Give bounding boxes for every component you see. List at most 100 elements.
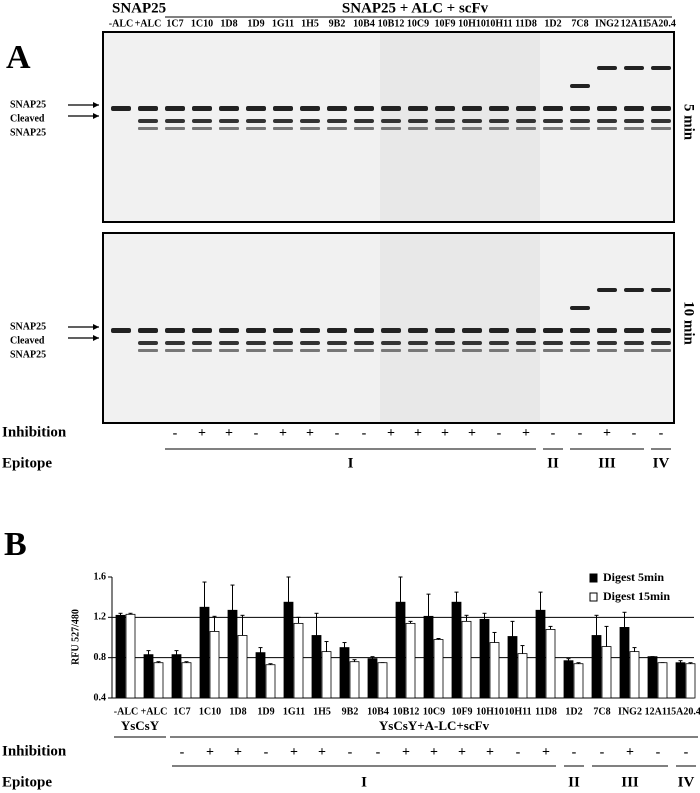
band-label: SNAP25 bbox=[10, 349, 46, 360]
bar bbox=[545, 629, 556, 699]
band bbox=[354, 341, 374, 345]
x-tick-label: 10H10 bbox=[476, 706, 504, 717]
inhibition-sign: + bbox=[458, 745, 466, 760]
band bbox=[273, 328, 293, 333]
bar bbox=[535, 609, 546, 699]
bar bbox=[321, 651, 332, 699]
band bbox=[327, 328, 347, 333]
bar bbox=[685, 663, 696, 699]
lane-label: 10H10 bbox=[458, 18, 486, 29]
lane-label: 11D8 bbox=[515, 18, 537, 29]
inhibition-sign: - bbox=[656, 745, 661, 760]
time-label: 10 min bbox=[681, 301, 697, 345]
epitope-label: IV bbox=[653, 455, 670, 471]
band bbox=[165, 127, 185, 130]
bar bbox=[657, 662, 668, 699]
x-tick-label: 10B12 bbox=[393, 706, 420, 717]
y-tick-label: 1.6 bbox=[94, 571, 107, 582]
lane-label: 1D9 bbox=[247, 18, 264, 29]
inhibition-sign: + bbox=[318, 745, 326, 760]
band bbox=[111, 106, 131, 111]
bar bbox=[433, 639, 444, 699]
band bbox=[651, 127, 671, 130]
lane-label: 1H5 bbox=[301, 18, 319, 29]
bar bbox=[423, 615, 434, 699]
bar bbox=[517, 653, 528, 699]
y-tick-label: 0.4 bbox=[94, 692, 107, 703]
band bbox=[381, 341, 401, 345]
lane-label: 10B12 bbox=[378, 18, 405, 29]
band bbox=[165, 106, 185, 111]
inhibition-sign: + bbox=[430, 745, 438, 760]
band bbox=[219, 127, 239, 130]
inhibition-label: Inhibition bbox=[2, 424, 67, 440]
time-label: 5 min bbox=[681, 104, 697, 141]
bar bbox=[227, 609, 238, 699]
band bbox=[192, 328, 212, 333]
band bbox=[543, 349, 563, 352]
arrow-head bbox=[93, 102, 99, 108]
band bbox=[165, 341, 185, 345]
bar bbox=[395, 601, 406, 699]
band bbox=[570, 127, 590, 130]
epitope-label: II bbox=[547, 455, 559, 471]
band bbox=[192, 349, 212, 352]
band bbox=[246, 328, 266, 333]
band bbox=[462, 328, 482, 333]
band bbox=[219, 328, 239, 333]
band bbox=[516, 328, 536, 333]
bar bbox=[255, 652, 266, 699]
lane-label: -ALC bbox=[109, 18, 133, 29]
band bbox=[246, 106, 266, 111]
inhibition-sign: + bbox=[198, 426, 206, 441]
inhibition-label: Inhibition bbox=[2, 743, 67, 759]
epitope-label: I bbox=[348, 455, 354, 471]
band bbox=[435, 349, 455, 352]
bar bbox=[367, 658, 378, 699]
band bbox=[354, 119, 374, 123]
band bbox=[597, 66, 617, 70]
band bbox=[570, 306, 590, 310]
inhibition-sign: - bbox=[180, 745, 185, 760]
bar bbox=[311, 635, 322, 699]
bar bbox=[181, 662, 192, 699]
band bbox=[138, 127, 158, 130]
epitope-label: I bbox=[361, 774, 367, 790]
band bbox=[597, 328, 617, 333]
bar bbox=[143, 654, 154, 699]
band bbox=[462, 106, 482, 111]
band bbox=[273, 349, 293, 352]
bar bbox=[563, 660, 574, 699]
band bbox=[435, 341, 455, 345]
band bbox=[489, 119, 509, 123]
band bbox=[165, 119, 185, 123]
band bbox=[246, 349, 266, 352]
lane-label: 12A11 bbox=[621, 18, 648, 29]
epitope-label: Epitope bbox=[2, 774, 52, 790]
x-tick-label: -ALC bbox=[114, 706, 138, 717]
band-label: Cleaved bbox=[10, 335, 45, 346]
x-tick-label: +ALC bbox=[141, 706, 168, 717]
band bbox=[138, 106, 158, 111]
band bbox=[624, 349, 644, 352]
inhibition-sign: - bbox=[551, 426, 556, 441]
band bbox=[435, 127, 455, 130]
band bbox=[597, 119, 617, 123]
arrow-head bbox=[93, 335, 99, 341]
band bbox=[246, 127, 266, 130]
band bbox=[543, 119, 563, 123]
x-tick-label: 1C7 bbox=[173, 706, 190, 717]
band bbox=[273, 106, 293, 111]
lane-label: 10B4 bbox=[353, 18, 375, 29]
band bbox=[624, 288, 644, 292]
bar bbox=[153, 662, 164, 699]
header-right: SNAP25 + ALC + scFv bbox=[342, 0, 489, 16]
bar bbox=[405, 622, 416, 699]
x-tick-label: 1C10 bbox=[199, 706, 221, 717]
band bbox=[219, 349, 239, 352]
band bbox=[165, 349, 185, 352]
x-tick-label: 1H5 bbox=[313, 706, 331, 717]
inhibition-sign: + bbox=[402, 745, 410, 760]
band bbox=[516, 349, 536, 352]
inhibition-sign: + bbox=[225, 426, 233, 441]
